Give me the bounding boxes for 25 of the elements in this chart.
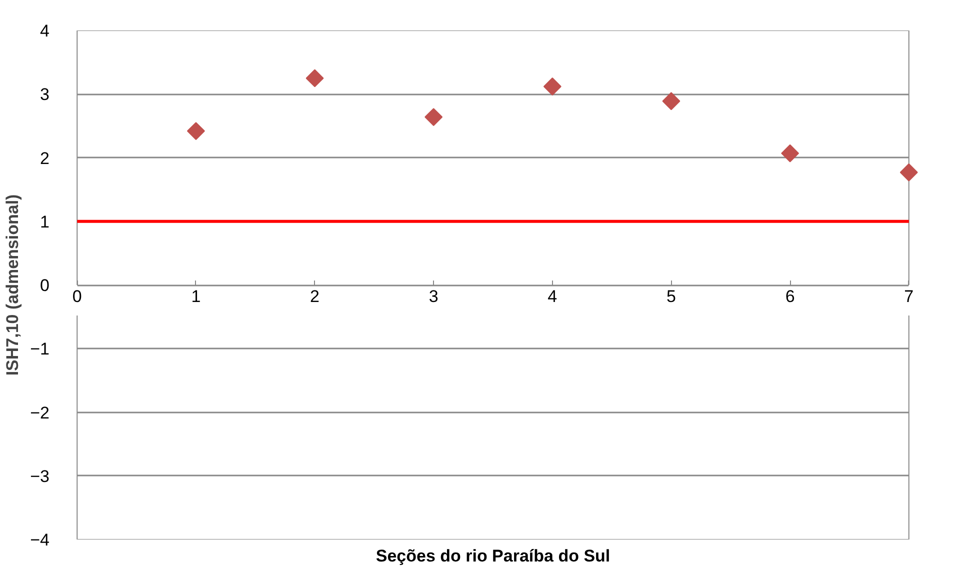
y-tick-label: −3 xyxy=(30,466,50,486)
point xyxy=(543,78,562,96)
point xyxy=(424,108,443,126)
x-tick-label: 6 xyxy=(785,287,795,306)
y-tick-label: 3 xyxy=(40,85,50,104)
x-tick-label: 5 xyxy=(666,287,676,306)
point xyxy=(306,69,324,88)
y-tick-label: −2 xyxy=(30,403,50,422)
x-tick-label: 2 xyxy=(310,287,320,306)
x-tick-label: 7 xyxy=(904,287,914,306)
y-tick-label: 1 xyxy=(40,212,50,232)
x-axis-title: Seções do rio Paraíba do Sul xyxy=(376,546,610,566)
point xyxy=(186,122,205,140)
x-tick-label: 1 xyxy=(191,287,201,306)
point xyxy=(662,92,680,110)
y-tick-label: −1 xyxy=(30,340,50,359)
y-tick-label: 4 xyxy=(40,22,50,40)
x-tick-label: 0 xyxy=(72,287,82,306)
x-tick-label: 4 xyxy=(548,287,558,306)
point xyxy=(781,144,800,162)
y-tick-label: −4 xyxy=(30,530,50,550)
x-tick-label: 3 xyxy=(428,287,438,306)
y-tick-label: 2 xyxy=(40,148,50,168)
y-axis-title: ISH7,10 (admensional) xyxy=(3,194,22,376)
point xyxy=(900,163,918,182)
